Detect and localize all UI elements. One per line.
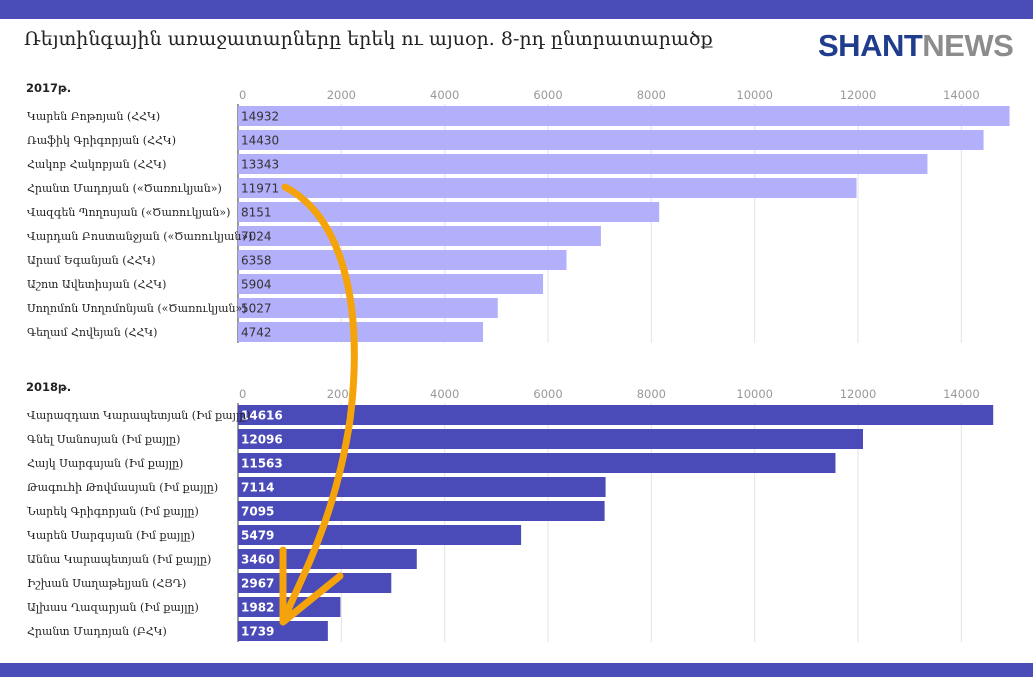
tick-label-2017: 10000 [736, 88, 773, 102]
tick-label-2017: 6000 [533, 88, 562, 102]
tick-label-2018: 12000 [840, 387, 877, 401]
logo-news-text: NEWS [922, 28, 1014, 63]
data-label-2018: 14616 [241, 409, 283, 423]
category-label-2017: Աշոտ Ավետիսյան (ՀՀԿ) [27, 278, 166, 291]
bar-2018 [238, 621, 328, 641]
data-label-2018: 12096 [241, 433, 283, 447]
top-band [0, 0, 1033, 19]
logo-shant-text: SHANT [818, 28, 923, 63]
category-label-2018: Իշխան Սաղաթելյան (ՀՅԴ) [27, 577, 186, 590]
category-label-2017: Վազգեն Պողոսյան («Ծառուկյան») [27, 206, 230, 219]
bar-2017 [238, 250, 567, 270]
tick-label-2017: 4000 [430, 88, 459, 102]
tick-label-2017: 14000 [943, 88, 980, 102]
bar-2018 [238, 477, 606, 497]
category-label-2017: Հրանտ Մադոյան («Ծառուկյան») [27, 182, 222, 195]
category-label-2017: Սողոմոն Սողոմոնյան («Ծառուկյան») [27, 302, 247, 315]
tick-label-2018: 8000 [637, 387, 666, 401]
data-label-2017: 5027 [241, 302, 272, 316]
tick-label-2018: 10000 [736, 387, 773, 401]
category-label-2018: Ալխաս Ղազարյան (Իմ քայլը) [27, 601, 199, 614]
category-label-2017: Գեղամ Հովեյան (ՀՀԿ) [27, 326, 157, 339]
category-label-2017: Կարեն Բոթոյան (ՀՀԿ) [27, 110, 160, 123]
data-label-2017: 11971 [241, 182, 279, 196]
category-label-2017: Արամ Եգանյան (ՀՀԿ) [27, 254, 156, 267]
tick-label-2018: 4000 [430, 387, 459, 401]
bar-2017 [238, 298, 498, 318]
category-label-2018: Գնել Սանոսյան (Իմ քայլը) [27, 433, 180, 446]
category-label-2018: Վարազդատ Կարապետյան (Իմ քայլը) [27, 409, 251, 422]
data-label-2017: 14932 [241, 110, 279, 124]
shantnews-logo: SHANTNEWS [818, 28, 1014, 63]
tick-label-2018: 6000 [533, 387, 562, 401]
category-label-2018: Հրանտ Մադոյան (ԲՀԿ) [27, 625, 167, 638]
data-label-2018: 1739 [241, 625, 274, 639]
data-label-2017: 13343 [241, 158, 279, 172]
chart-2017-title: 2017թ. [26, 81, 72, 95]
chart-2018-title: 2018թ. [26, 380, 72, 394]
bar-2018 [238, 453, 836, 473]
tick-label-2018: 2000 [327, 387, 356, 401]
tick-label-2017: 2000 [327, 88, 356, 102]
data-label-2018: 1982 [241, 601, 274, 615]
data-label-2017: 8151 [241, 206, 272, 220]
tick-label-2018: 0 [239, 387, 246, 401]
category-label-2017: Վարդան Բոստանջյան («Ծառուկյան») [27, 230, 252, 243]
data-label-2018: 2967 [241, 577, 274, 591]
bar-2017 [238, 274, 544, 294]
data-label-2018: 3460 [241, 553, 274, 567]
data-label-2017: 5904 [241, 278, 272, 292]
category-label-2018: Աննա Կարապետյան (Իմ քայլը) [27, 553, 211, 566]
bar-2017 [238, 226, 601, 246]
tick-label-2017: 8000 [637, 88, 666, 102]
bottom-band [0, 663, 1033, 677]
tick-label-2017: 12000 [840, 88, 877, 102]
bar-2017 [238, 106, 1010, 126]
bar-2017 [238, 322, 484, 342]
data-label-2018: 7114 [241, 481, 274, 495]
bar-2018 [238, 525, 522, 545]
category-label-2018: Հայկ Սարգսյան (Իմ քայլը) [27, 457, 183, 470]
bar-2017 [238, 130, 984, 150]
bar-2017 [238, 178, 857, 198]
data-label-2017: 4742 [241, 326, 272, 340]
tick-label-2018: 14000 [943, 387, 980, 401]
data-label-2017: 14430 [241, 134, 279, 148]
bar-2017 [238, 154, 928, 174]
category-label-2017: Ռաֆիկ Գրիգորյան (ՀՀԿ) [27, 134, 176, 147]
category-label-2018: Կարեն Սարգսյան (Իմ քայլը) [27, 529, 195, 542]
data-label-2017: 7024 [241, 230, 272, 244]
data-label-2017: 6358 [241, 254, 272, 268]
data-label-2018: 5479 [241, 529, 274, 543]
bar-2018 [238, 405, 994, 425]
data-label-2018: 7095 [241, 505, 274, 519]
data-label-2018: 11563 [241, 457, 283, 471]
category-label-2017: Հակոբ Հակոբյան (ՀՀԿ) [27, 158, 166, 171]
page-title: Ռեյտինգային առաջատարները երեկ ու այսօր. … [24, 28, 713, 50]
category-label-2018: Թագուհի Թովմասյան (Իմ քայլը) [27, 481, 218, 494]
category-label-2018: Նարեկ Գրիգորյան (Իմ քայլը) [26, 505, 199, 518]
bar-2017 [238, 202, 660, 222]
bar-2018 [238, 429, 864, 449]
bar-2018 [238, 501, 605, 521]
tick-label-2017: 0 [239, 88, 246, 102]
